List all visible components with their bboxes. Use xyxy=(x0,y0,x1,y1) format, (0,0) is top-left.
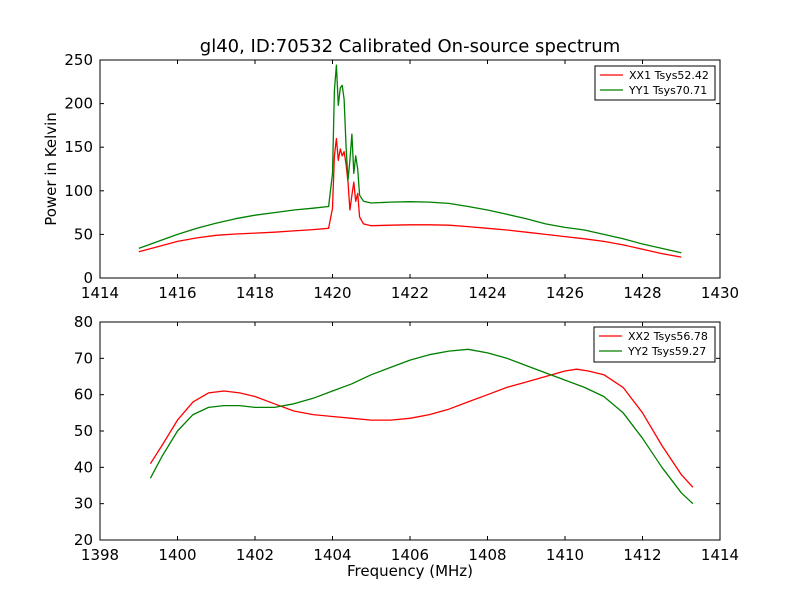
legend-label: YY1 Tsys70.71 xyxy=(628,84,707,97)
chart-title: gl40, ID:70532 Calibrated On-source spec… xyxy=(200,36,620,57)
x-tick-label: 1398 xyxy=(81,546,119,564)
legend-box-1 xyxy=(594,65,716,101)
y-tick-label: 70 xyxy=(74,349,93,367)
x-tick-label: 1410 xyxy=(546,546,584,564)
y-tick-label: 50 xyxy=(74,225,93,243)
legend-box-2 xyxy=(593,326,716,363)
series-line-1-1 xyxy=(138,137,682,258)
x-tick-label: 1430 xyxy=(701,284,739,302)
x-tick-label: 1408 xyxy=(468,546,506,564)
legend-label: YY2 Tsys59.27 xyxy=(627,345,706,358)
y-tick-label: 80 xyxy=(74,313,93,331)
y-tick-label: 40 xyxy=(74,458,93,476)
y-axis-label: Power in Kelvin xyxy=(42,112,60,226)
legend-label: XX2 Tsys56.78 xyxy=(628,330,708,343)
y-tick-label: 20 xyxy=(74,531,93,549)
x-tick-label: 1414 xyxy=(701,546,739,564)
x-tick-label: 1414 xyxy=(81,284,119,302)
y-tick-label: 250 xyxy=(64,51,93,69)
y-tick-label: 30 xyxy=(74,495,93,513)
series-line-2-1 xyxy=(149,368,694,488)
x-axis-label: Frequency (MHz) xyxy=(347,562,473,580)
x-tick-label: 1420 xyxy=(313,284,351,302)
x-tick-label: 1418 xyxy=(236,284,274,302)
x-tick-label: 1412 xyxy=(623,546,661,564)
y-tick-label: 150 xyxy=(64,138,93,156)
x-tick-label: 1404 xyxy=(313,546,351,564)
legend-label: XX1 Tsys52.42 xyxy=(629,69,709,82)
series-line-1-2 xyxy=(138,64,682,254)
x-tick-label: 1402 xyxy=(236,546,274,564)
x-tick-label: 1422 xyxy=(391,284,429,302)
y-tick-label: 0 xyxy=(83,269,93,287)
x-tick-label: 1428 xyxy=(623,284,661,302)
x-tick-label: 1426 xyxy=(546,284,584,302)
x-tick-label: 1424 xyxy=(468,284,506,302)
y-tick-label: 200 xyxy=(64,95,93,113)
series-line-2-2 xyxy=(149,348,694,505)
y-tick-label: 100 xyxy=(64,182,93,200)
y-tick-label: 50 xyxy=(74,422,93,440)
x-tick-label: 1400 xyxy=(158,546,196,564)
x-tick-label: 1416 xyxy=(158,284,196,302)
y-tick-label: 60 xyxy=(74,386,93,404)
x-tick-label: 1406 xyxy=(391,546,429,564)
